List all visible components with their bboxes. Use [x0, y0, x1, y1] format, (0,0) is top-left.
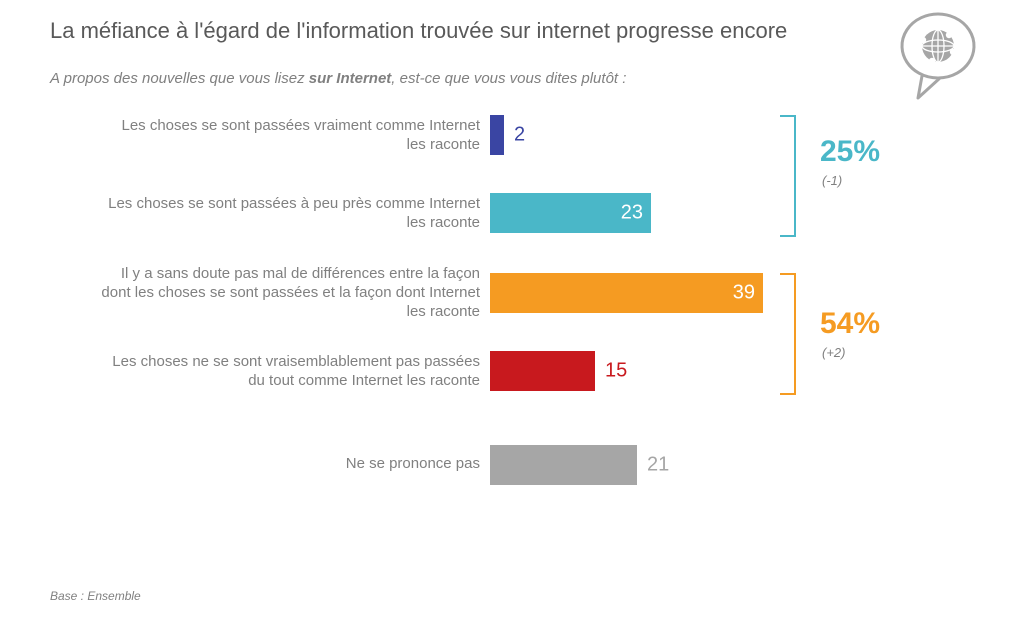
- row-label: Les choses se sont passées vraiment comm…: [100, 117, 480, 155]
- bar-value: 23: [621, 202, 643, 225]
- bar: [490, 351, 595, 391]
- row-label: Les choses se sont passées à peu près co…: [100, 195, 480, 233]
- group-percentage: 54%: [820, 307, 880, 341]
- bar-value: 39: [733, 282, 755, 305]
- row-label: Les choses ne se sont vraisemblablement …: [100, 353, 480, 391]
- chart-row: Les choses se sont passées à peu près co…: [50, 193, 980, 233]
- speech-globe-icon: [888, 6, 988, 111]
- subtitle-bold: sur Internet: [309, 70, 392, 87]
- page: La méfiance à l'égard de l'information t…: [0, 0, 1024, 621]
- group-bracket: [780, 273, 796, 395]
- page-title: La méfiance à l'égard de l'information t…: [50, 18, 984, 44]
- chart-row: Ne se prononce pas 21: [50, 445, 980, 485]
- group-percentage: 25%: [820, 135, 880, 169]
- group-delta: (+2): [822, 345, 845, 360]
- bar: [490, 115, 504, 155]
- group-delta: (-1): [822, 173, 842, 188]
- subtitle: A propos des nouvelles que vous lisez su…: [50, 70, 984, 87]
- subtitle-prefix: A propos des nouvelles que vous lisez: [50, 70, 309, 87]
- bar-value: 15: [605, 360, 627, 383]
- bar-chart: Les choses se sont passées vraiment comm…: [50, 115, 980, 515]
- row-label: Ne se prononce pas: [100, 455, 480, 474]
- row-label: Il y a sans doute pas mal de différences…: [100, 265, 480, 321]
- footer-note: Base : Ensemble: [50, 589, 141, 603]
- bar-value: 21: [647, 454, 669, 477]
- subtitle-suffix: , est-ce que vous vous dites plutôt :: [391, 70, 626, 87]
- group-bracket: [780, 115, 796, 237]
- bar-value: 2: [514, 124, 525, 147]
- bar: [490, 273, 763, 313]
- bar: [490, 445, 637, 485]
